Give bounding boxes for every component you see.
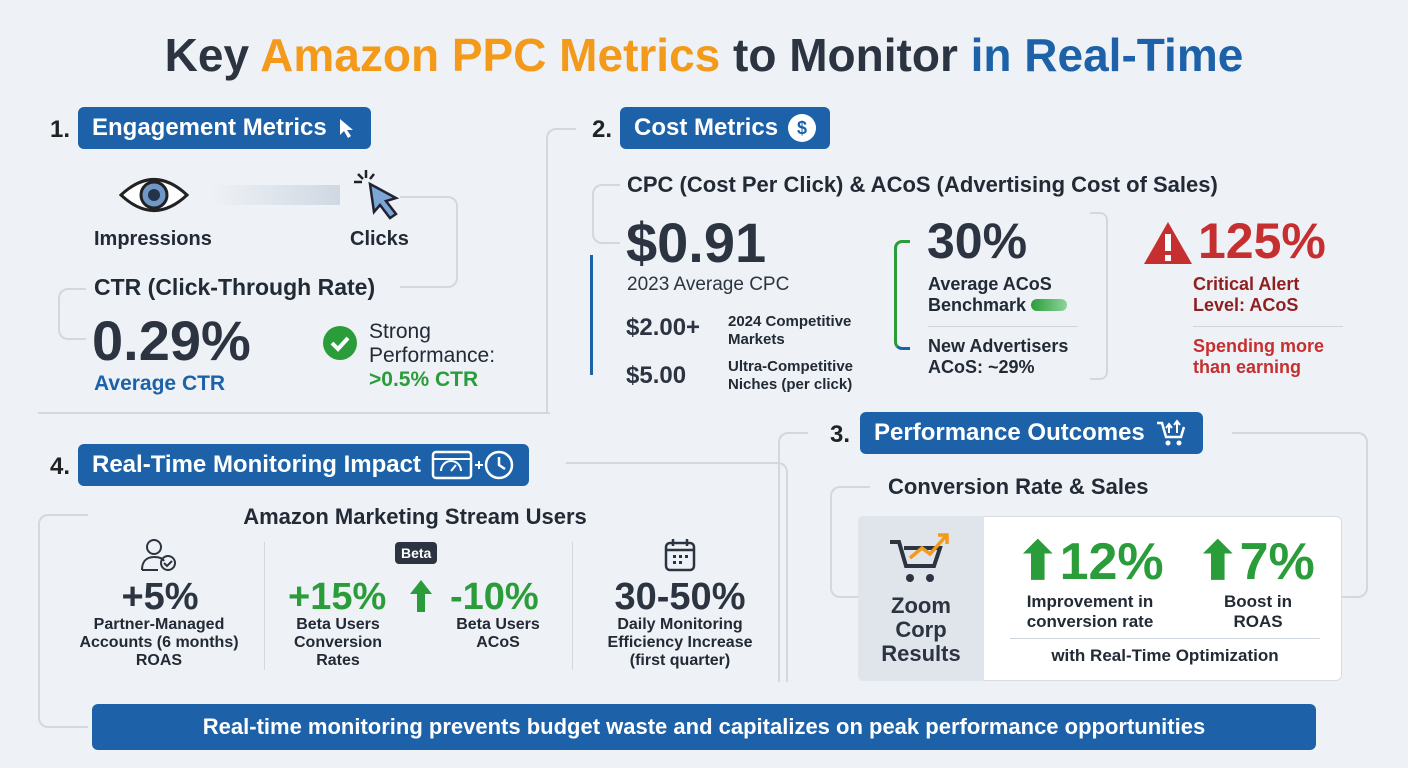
section-header-monitoring: Real-Time Monitoring Impact: [78, 444, 529, 486]
stat-value: +15%: [288, 576, 387, 618]
stat-value: -10%: [450, 576, 539, 618]
brand-results-label: Zoom Corp Results: [881, 593, 961, 666]
up-arrow-icon: [408, 578, 434, 614]
monitoring-subtitle: Amazon Marketing Stream Users: [243, 504, 587, 529]
warning-icon: [1142, 220, 1194, 266]
alert-caption: Critical Alert Level: ACoS: [1193, 274, 1300, 315]
flow-arrow: [212, 185, 340, 205]
alert-value: 125%: [1198, 213, 1326, 269]
stat-value: 30-50%: [614, 576, 746, 618]
tier1-caption: 2024 Competitive Markets: [728, 313, 852, 348]
calendar-icon: [664, 538, 696, 572]
beta-badge: Beta: [395, 542, 438, 564]
acos-connector: [894, 240, 910, 350]
page-title: Key Amazon PPC Metrics to Monitor in Rea…: [164, 29, 1244, 81]
connector-line: [830, 486, 870, 598]
section-label: Engagement Metrics: [92, 114, 327, 141]
cursor-icon: [337, 117, 357, 139]
tier2-caption: Ultra-Competitive Niches (per click): [728, 358, 854, 393]
roas-value: ⬆7%: [1196, 533, 1315, 591]
section-label: Real-Time Monitoring Impact: [92, 451, 421, 478]
connector-line: [400, 196, 458, 288]
divider: [264, 542, 265, 670]
cart-growth-icon: [1155, 419, 1189, 447]
acos-value: 30%: [927, 213, 1028, 269]
divider: [928, 326, 1078, 327]
dollar-circle-icon: $: [788, 114, 817, 142]
connector-line: [592, 184, 620, 244]
connector-line: [38, 514, 88, 728]
ctr-caption: Average CTR: [94, 372, 226, 395]
conversion-value: ⬆12%: [1016, 533, 1164, 591]
section-number: 2.: [592, 116, 613, 143]
conversion-caption: Improvement in conversion rate: [1026, 592, 1154, 631]
ctr-value: 0.29%: [92, 309, 251, 372]
roas-caption: Boost in ROAS: [1224, 592, 1292, 631]
outcomes-subtitle: Conversion Rate & Sales: [888, 474, 1149, 499]
section-header-engagement: Engagement Metrics: [78, 107, 371, 149]
results-brand-panel: [858, 516, 984, 681]
connector-line: [546, 128, 576, 414]
section-header-cost: Cost Metrics $: [620, 107, 831, 149]
divider: [572, 542, 573, 670]
stat-caption: Daily Monitoring Efficiency Increase (fi…: [607, 616, 753, 669]
strong-performance: Strong Performance: >0.5% CTR: [369, 320, 496, 391]
stat-caption: Beta Users Conversion Rates: [293, 616, 382, 669]
benchmark-bar: [1031, 299, 1068, 311]
stat-caption: Beta Users ACoS: [456, 616, 540, 651]
section-header-outcomes: Performance Outcomes: [860, 412, 1203, 454]
ctr-title: CTR (Click-Through Rate): [94, 274, 376, 300]
stat-caption: Partner-Managed Accounts (6 months) ROAS: [79, 616, 239, 669]
user-check-icon: [140, 538, 178, 572]
acos-caption: Average ACoS Benchmark: [928, 274, 1078, 316]
impressions-label: Impressions: [94, 228, 212, 250]
divider: [1010, 638, 1320, 639]
section-label: Cost Metrics: [634, 114, 779, 141]
connector-line: [566, 462, 788, 682]
cost-subtitle: CPC (Cost Per Click) & ACoS (Advertising…: [627, 172, 1218, 197]
alert-note: Spending more than earning: [1193, 336, 1325, 377]
connector-line: [1090, 212, 1108, 380]
results-footer: with Real-Time Optimization: [1051, 646, 1279, 665]
stat-value: +5%: [121, 576, 199, 618]
divider: [38, 412, 550, 414]
tier-connector: [590, 255, 612, 375]
click-cursor-icon: [352, 168, 408, 224]
connector-line: [778, 432, 808, 682]
cpc-value: $0.91: [626, 211, 767, 274]
connector-line: [58, 288, 86, 340]
section-number: 4.: [50, 453, 71, 480]
cpc-caption: 2023 Average CPC: [627, 274, 790, 295]
new-advertisers-acos: New Advertisers ACoS: ~29%: [928, 336, 1069, 377]
dashboard-clock-icon: [431, 449, 515, 481]
tier2-value: $5.00: [626, 362, 687, 389]
section-number: 3.: [830, 421, 851, 448]
check-circle-icon: [322, 325, 358, 361]
divider: [1193, 326, 1343, 327]
section-label: Performance Outcomes: [874, 419, 1145, 446]
tier1-value: $2.00+: [626, 314, 701, 341]
summary-banner: Real-time monitoring prevents budget was…: [92, 704, 1316, 750]
clicks-label: Clicks: [350, 228, 409, 250]
cart-trend-icon: [888, 530, 952, 586]
section-number: 1.: [50, 116, 71, 143]
eye-icon: [118, 172, 190, 218]
